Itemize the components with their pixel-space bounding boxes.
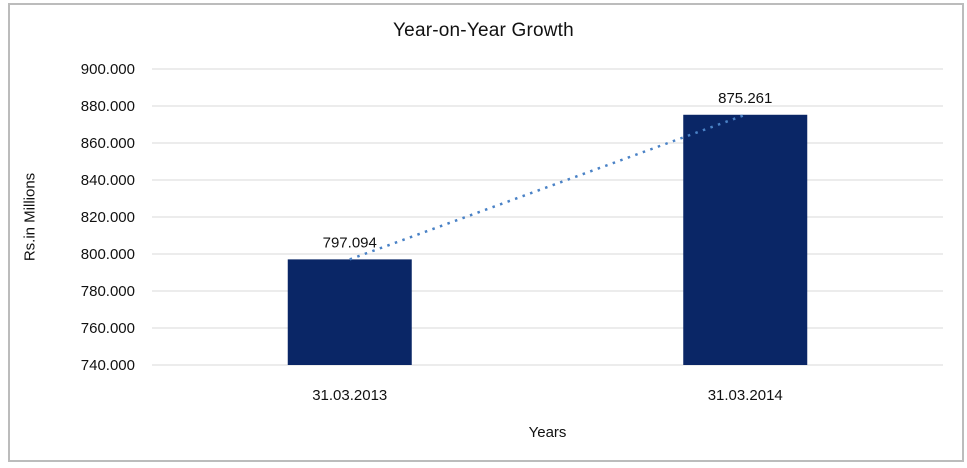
chart-title: Year-on-Year Growth bbox=[393, 20, 574, 41]
y-tick-label: 760.000 bbox=[81, 320, 135, 337]
y-tick-label: 820.000 bbox=[81, 209, 135, 226]
y-tick-label: 800.000 bbox=[81, 246, 135, 263]
x-axis-title: Years bbox=[528, 424, 567, 441]
y-tick-label: 880.000 bbox=[81, 98, 135, 115]
y-tick-label: 860.000 bbox=[81, 135, 135, 152]
bar-31.03.2014 bbox=[683, 114, 808, 365]
x-category-label: 31.03.2013 bbox=[312, 387, 387, 404]
bar-data-label: 797.094 bbox=[323, 234, 377, 251]
bar-31.03.2013 bbox=[287, 259, 412, 365]
y-tick-label: 780.000 bbox=[81, 283, 135, 300]
x-category-label: 31.03.2014 bbox=[708, 387, 783, 404]
y-tick-label: 900.000 bbox=[81, 61, 135, 78]
bar-data-label: 875.261 bbox=[718, 90, 772, 107]
y-tick-label: 840.000 bbox=[81, 172, 135, 189]
y-tick-label: 740.000 bbox=[81, 357, 135, 374]
